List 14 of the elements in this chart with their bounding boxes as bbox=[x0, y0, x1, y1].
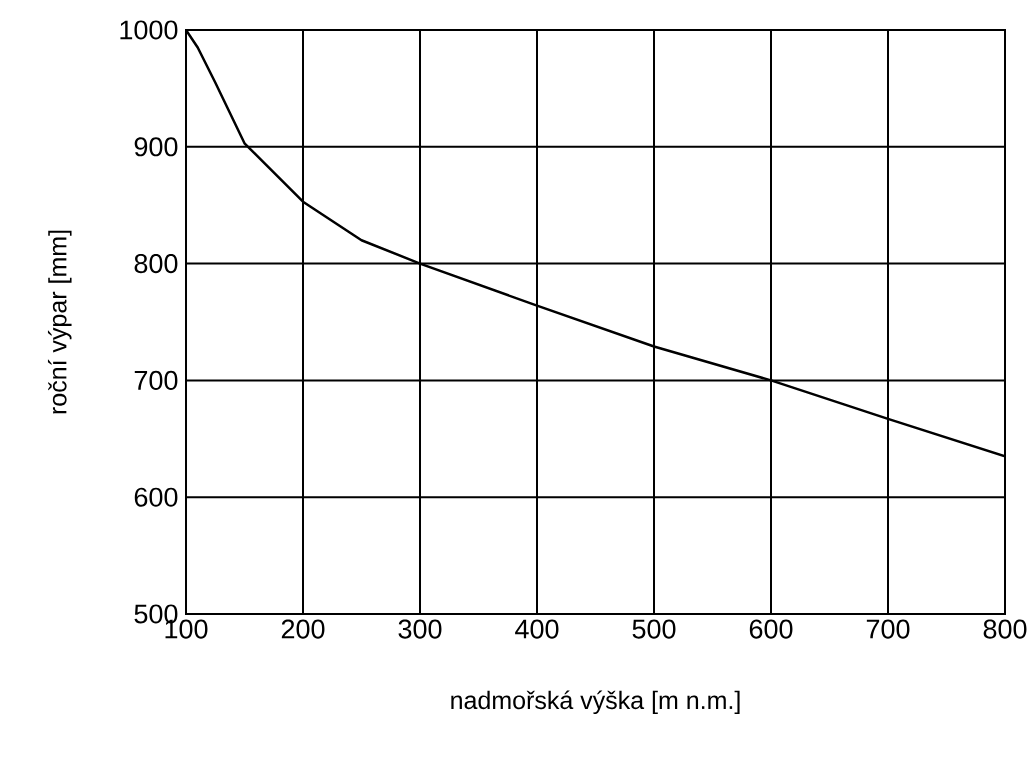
y-axis-title: roční výpar [mm] bbox=[47, 230, 72, 414]
x-tick-label: 200 bbox=[281, 619, 325, 639]
x-axis-title: nadmořská výška [m n.m.] bbox=[451, 690, 740, 715]
x-tick-label: 300 bbox=[398, 619, 442, 639]
x-tick-label: 700 bbox=[866, 619, 910, 639]
y-tick-label: 800 bbox=[134, 254, 178, 274]
x-tick-label: 600 bbox=[749, 619, 793, 639]
y-tick-label: 1000 bbox=[120, 20, 178, 40]
x-tick-label: 400 bbox=[515, 619, 559, 639]
y-tick-label: 900 bbox=[134, 137, 178, 157]
y-tick-label: 700 bbox=[134, 370, 178, 390]
x-tick-label: 800 bbox=[983, 619, 1027, 639]
y-tick-label: 600 bbox=[134, 487, 178, 507]
x-tick-label: 500 bbox=[632, 619, 676, 639]
